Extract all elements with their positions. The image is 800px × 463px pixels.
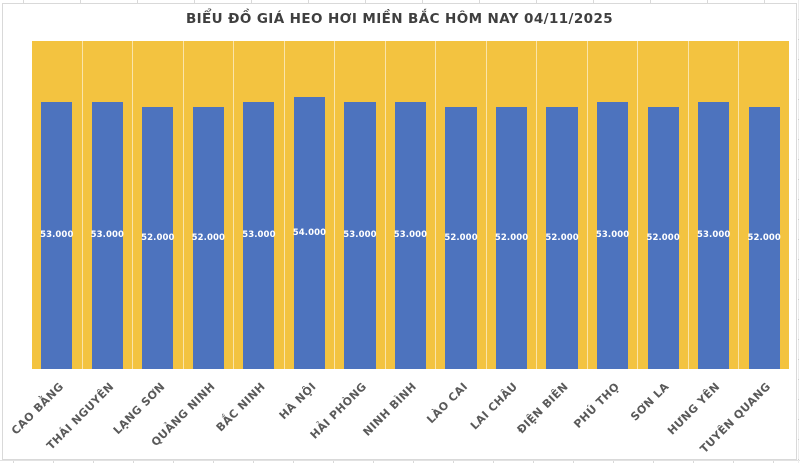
bar: 53.000	[595, 101, 630, 369]
bar: 53.000	[242, 101, 276, 369]
bar: 54.000	[292, 96, 327, 369]
bar-value-label: 53.000	[40, 230, 74, 241]
bar-value-label: 53.000	[595, 230, 630, 241]
category-slot: 52.000	[537, 41, 588, 369]
bar-value-label: 52.000	[646, 232, 680, 243]
bar-value-label: 53.000	[242, 230, 276, 241]
category-slot: 53.000	[32, 41, 83, 369]
bar: 52.000	[747, 106, 781, 369]
category-slot: 52.000	[739, 41, 789, 369]
category-slot: 53.000	[335, 41, 386, 369]
bar-value-label: 54.000	[292, 227, 327, 238]
plot-area: 53.000 53.000 52.000 52.000 53.000 54.000 53.0…	[32, 41, 789, 369]
category-slot: 53.000	[689, 41, 740, 369]
category-slot: 52.000	[184, 41, 235, 369]
chart-title: BIỂU ĐỒ GIÁ HEO HƠI MIỀN BẮC HÔM NAY 04/…	[185, 11, 614, 27]
spreadsheet-gridline-ticks-top	[0, 0, 800, 3]
bar: 53.000	[40, 101, 74, 369]
bar-value-label: 52.000	[747, 232, 781, 243]
bar-value-label: 53.000	[696, 230, 731, 241]
category-slot: 53.000	[234, 41, 285, 369]
bar: 53.000	[393, 101, 428, 369]
bar: 52.000	[646, 106, 680, 369]
bar: 52.000	[444, 106, 478, 369]
bar: 53.000	[343, 101, 377, 369]
bar: 52.000	[545, 106, 579, 369]
category-slot: 53.000	[588, 41, 639, 369]
category-slot: 52.000	[638, 41, 689, 369]
bar: 53.000	[696, 101, 731, 369]
spreadsheet-gridline-right	[798, 0, 799, 463]
bar-value-label: 53.000	[393, 230, 428, 241]
bar: 52.000	[141, 106, 175, 369]
category-slot: 52.000	[133, 41, 184, 369]
bar-value-label: 52.000	[191, 232, 226, 243]
spreadsheet-gridline-ticks-bottom	[0, 460, 800, 463]
bar-value-label: 52.000	[494, 232, 529, 243]
category-label-slot: TUYÊN QUANG	[697, 369, 789, 459]
bar: 52.000	[191, 106, 226, 369]
category-slot: 52.000	[487, 41, 538, 369]
bar-value-label: 52.000	[141, 232, 175, 243]
category-slot: 53.000	[83, 41, 134, 369]
chart-object[interactable]: BIỂU ĐỒ GIÁ HEO HƠI MIỀN BẮC HÔM NAY 04/…	[2, 3, 797, 460]
category-slot: 53.000	[386, 41, 437, 369]
category-slot: 54.000	[285, 41, 336, 369]
bar-value-label: 52.000	[444, 232, 478, 243]
bar-value-label: 52.000	[545, 232, 579, 243]
bar: 52.000	[494, 106, 529, 369]
category-slot: 52.000	[436, 41, 487, 369]
bar: 53.000	[90, 101, 124, 369]
bar-value-label: 53.000	[343, 230, 377, 241]
bar-value-label: 53.000	[90, 230, 124, 241]
category-axis: CAO BẰNG THÁI NGUYÊN LẠNG SƠN QUẢNG NINH BẮC…	[9, 369, 789, 459]
